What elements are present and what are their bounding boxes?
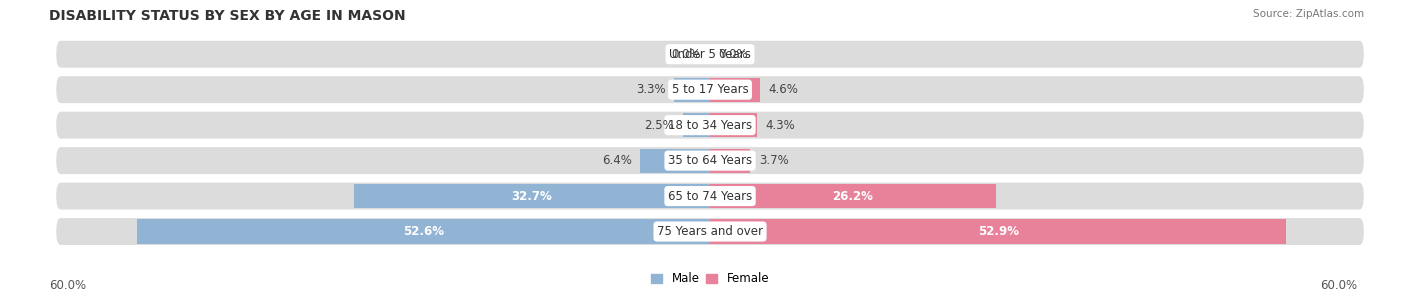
Bar	[710, 78, 761, 102]
Bar	[710, 149, 751, 173]
Bar	[683, 113, 710, 137]
Text: 75 Years and over: 75 Years and over	[657, 225, 763, 238]
Bar	[710, 219, 1286, 244]
Text: 60.0%: 60.0%	[49, 279, 86, 292]
Bar	[354, 184, 710, 208]
Text: 3.7%: 3.7%	[759, 154, 789, 167]
Text: 52.6%: 52.6%	[404, 225, 444, 238]
Text: 35 to 64 Years: 35 to 64 Years	[668, 154, 752, 167]
Text: 18 to 34 Years: 18 to 34 Years	[668, 119, 752, 132]
Text: Source: ZipAtlas.com: Source: ZipAtlas.com	[1253, 9, 1364, 19]
Bar	[710, 113, 756, 137]
Text: 5 to 17 Years: 5 to 17 Years	[672, 83, 748, 96]
Text: 3.3%: 3.3%	[636, 83, 665, 96]
Text: 65 to 74 Years: 65 to 74 Years	[668, 190, 752, 202]
Text: DISABILITY STATUS BY SEX BY AGE IN MASON: DISABILITY STATUS BY SEX BY AGE IN MASON	[49, 9, 406, 23]
Bar	[136, 219, 710, 244]
Text: 2.5%: 2.5%	[644, 119, 673, 132]
Text: Under 5 Years: Under 5 Years	[669, 48, 751, 61]
Text: 52.9%: 52.9%	[977, 225, 1019, 238]
FancyBboxPatch shape	[56, 147, 1364, 174]
FancyBboxPatch shape	[56, 183, 1364, 209]
FancyBboxPatch shape	[56, 112, 1364, 139]
Text: 0.0%: 0.0%	[672, 48, 702, 61]
FancyBboxPatch shape	[56, 41, 1364, 68]
Text: 26.2%: 26.2%	[832, 190, 873, 202]
FancyBboxPatch shape	[56, 218, 1364, 245]
Bar	[640, 149, 710, 173]
Text: 6.4%: 6.4%	[602, 154, 631, 167]
Legend: Male, Female: Male, Female	[645, 268, 775, 290]
Text: 4.6%: 4.6%	[769, 83, 799, 96]
FancyBboxPatch shape	[56, 76, 1364, 103]
Text: 32.7%: 32.7%	[512, 190, 553, 202]
Text: 60.0%: 60.0%	[1320, 279, 1357, 292]
Text: 0.0%: 0.0%	[718, 48, 748, 61]
Text: 4.3%: 4.3%	[766, 119, 796, 132]
Bar	[673, 78, 710, 102]
Bar	[710, 184, 995, 208]
